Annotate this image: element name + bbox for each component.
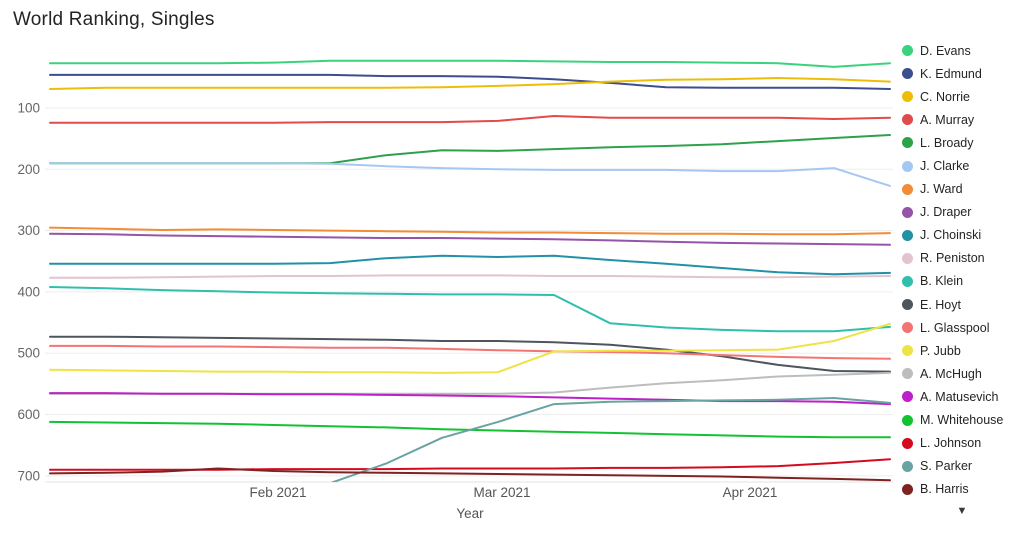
y-tick-label: 300 bbox=[17, 223, 40, 238]
legend-dot bbox=[902, 437, 913, 449]
ranking-line-chart: 100 200 300 400 500 600 700 Feb 2021 Mar 2021 Apr… bbox=[17, 59, 893, 522]
legend-dot bbox=[902, 322, 913, 334]
series-line-s-parker[interactable] bbox=[50, 397, 891, 488]
y-tick-label: 200 bbox=[17, 162, 40, 177]
legend-item-a-matusevich[interactable]: A. Matusevich bbox=[902, 385, 1022, 408]
legend-dot bbox=[902, 275, 913, 287]
series-line-k-edmund[interactable] bbox=[49, 73, 891, 90]
legend-item-a-mchugh[interactable]: A. McHugh bbox=[902, 362, 1022, 385]
legend-item-j-draper[interactable]: J. Draper bbox=[902, 201, 1022, 224]
legend-dot bbox=[902, 252, 913, 264]
series-line-j-ward[interactable] bbox=[49, 226, 891, 236]
legend-item-l-johnson[interactable]: L. Johnson bbox=[902, 432, 1022, 455]
legend-item-l-broady[interactable]: L. Broady bbox=[902, 131, 1022, 154]
series-line-p-jubb[interactable] bbox=[49, 322, 891, 374]
legend-dot bbox=[902, 483, 913, 495]
x-tick-label: Mar 2021 bbox=[473, 485, 530, 500]
legend-dot bbox=[902, 160, 913, 172]
legend-label: J. Draper bbox=[920, 205, 972, 220]
legend-dot bbox=[902, 299, 913, 311]
y-tick-label: 400 bbox=[17, 284, 40, 299]
series-line-e-hoyt[interactable] bbox=[49, 335, 891, 373]
legend-dot bbox=[902, 137, 913, 149]
legend-item-l-glasspool[interactable]: L. Glasspool bbox=[902, 316, 1022, 339]
y-tick-label: 500 bbox=[17, 346, 40, 361]
x-axis-title: Year bbox=[456, 506, 484, 521]
series-line-b-harris[interactable] bbox=[49, 467, 891, 482]
legend-dot bbox=[902, 45, 913, 57]
legend-label: K. Edmund bbox=[920, 66, 982, 81]
legend-item-s-parker[interactable]: S. Parker bbox=[902, 455, 1022, 478]
legend-label: A. Matusevich bbox=[920, 389, 999, 404]
series-line-d-evans[interactable] bbox=[49, 59, 891, 68]
legend-label: E. Hoyt bbox=[920, 297, 961, 312]
legend-dot bbox=[902, 91, 913, 103]
legend-label: J. Ward bbox=[920, 182, 963, 197]
legend-label: M. Whitehouse bbox=[920, 413, 1004, 428]
legend-expand-icon[interactable]: ▼ bbox=[956, 505, 968, 517]
legend-dot bbox=[902, 345, 913, 357]
series-line-a-murray[interactable] bbox=[49, 115, 891, 124]
y-tick-label: 700 bbox=[17, 468, 40, 483]
series-line-c-norrie[interactable] bbox=[49, 77, 891, 90]
legend-label: P. Jubb bbox=[920, 343, 961, 358]
legend-label: L. Glasspool bbox=[920, 320, 990, 335]
legend-item-b-klein[interactable]: B. Klein bbox=[902, 270, 1022, 293]
legend-label: J. Choinski bbox=[920, 228, 982, 243]
legend-dot bbox=[902, 206, 913, 218]
series-line-r-peniston[interactable] bbox=[49, 274, 891, 279]
legend-label: L. Johnson bbox=[920, 436, 982, 451]
legend-item-d-evans[interactable]: D. Evans bbox=[902, 39, 1022, 62]
series-line-l-broady[interactable] bbox=[49, 134, 891, 165]
legend-dot bbox=[902, 183, 913, 195]
legend-dot bbox=[902, 460, 913, 472]
legend-item-c-norrie[interactable]: C. Norrie bbox=[902, 85, 1022, 108]
y-tick-label: 600 bbox=[17, 407, 40, 422]
legend-label: C. Norrie bbox=[920, 89, 971, 104]
legend-dot bbox=[902, 368, 913, 380]
legend-dot bbox=[902, 114, 913, 126]
legend-label: S. Parker bbox=[920, 459, 973, 474]
legend-label: D. Evans bbox=[920, 43, 971, 58]
series-line-b-klein[interactable] bbox=[49, 286, 891, 333]
series-line-a-mchugh[interactable] bbox=[49, 371, 891, 395]
legend-label: A. McHugh bbox=[920, 366, 982, 381]
series-line-j-choinski[interactable] bbox=[49, 254, 891, 276]
y-tick-label: 100 bbox=[17, 101, 40, 116]
page-title: World Ranking, Singles bbox=[13, 9, 215, 30]
legend-item-j-clarke[interactable]: J. Clarke bbox=[902, 154, 1022, 177]
legend-label: B. Harris bbox=[920, 482, 969, 497]
legend-label: L. Broady bbox=[920, 135, 974, 150]
legend-label: B. Klein bbox=[920, 274, 964, 289]
legend-item-m-whitehouse[interactable]: M. Whitehouse bbox=[902, 409, 1022, 432]
series-line-l-glasspool[interactable] bbox=[49, 344, 891, 360]
legend-item-p-jubb[interactable]: P. Jubb bbox=[902, 339, 1022, 362]
legend-label: R. Peniston bbox=[920, 251, 985, 266]
series-line-j-clarke[interactable] bbox=[49, 162, 891, 187]
chart-legend: D. Evans K. Edmund C. Norrie A. Murray L. Br… bbox=[902, 39, 1022, 501]
legend-item-k-edmund[interactable]: K. Edmund bbox=[902, 62, 1022, 85]
legend-dot bbox=[902, 414, 913, 426]
x-tick-label: Apr 2021 bbox=[723, 485, 778, 500]
legend-dot bbox=[902, 229, 913, 241]
legend-item-j-ward[interactable]: J. Ward bbox=[902, 178, 1022, 201]
series-line-a-matusevich[interactable] bbox=[49, 392, 891, 406]
legend-dot bbox=[902, 68, 913, 80]
legend-item-e-hoyt[interactable]: E. Hoyt bbox=[902, 293, 1022, 316]
series-line-j-draper[interactable] bbox=[49, 232, 891, 246]
legend-label: J. Clarke bbox=[920, 159, 970, 174]
x-tick-label: Feb 2021 bbox=[249, 485, 306, 500]
legend-item-b-harris[interactable]: B. Harris bbox=[902, 478, 1022, 501]
series-line-l-johnson[interactable] bbox=[49, 458, 891, 471]
legend-item-j-choinski[interactable]: J. Choinski bbox=[902, 224, 1022, 247]
legend-label: A. Murray bbox=[920, 112, 975, 127]
axis-labels: 100 200 300 400 500 600 700 Feb 2021 Mar 2021 Apr… bbox=[17, 101, 777, 522]
legend-item-r-peniston[interactable]: R. Peniston bbox=[902, 247, 1022, 270]
legend-dot bbox=[902, 391, 913, 403]
legend-item-a-murray[interactable]: A. Murray bbox=[902, 108, 1022, 131]
